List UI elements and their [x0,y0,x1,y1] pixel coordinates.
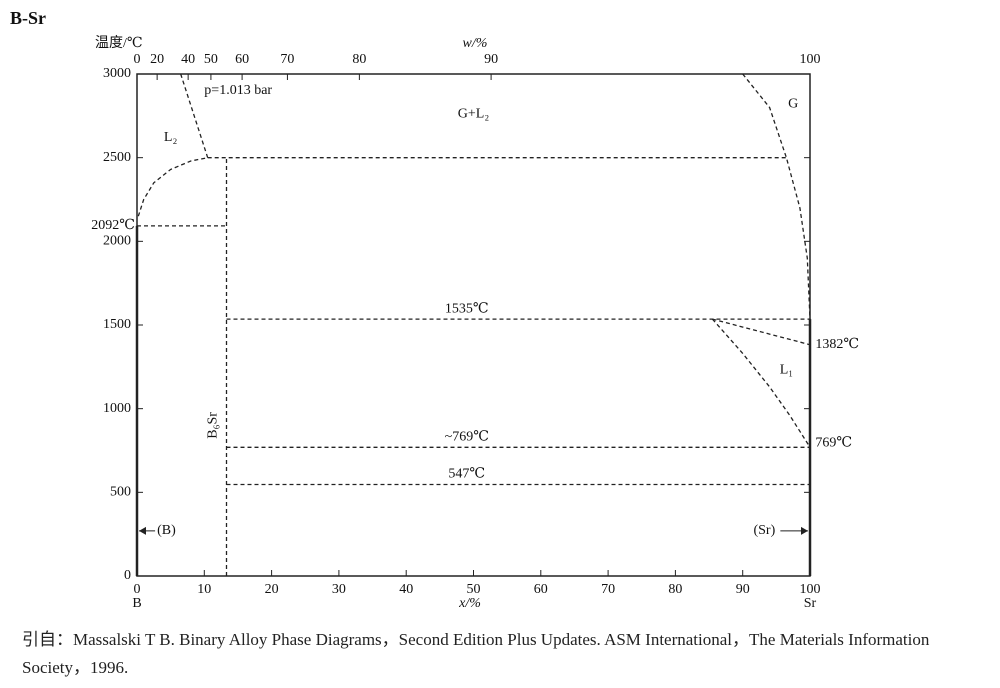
x-tick-label: 60 [534,582,548,597]
x-tick-label: 0 [134,582,141,597]
y-tick-label: 3000 [103,66,131,81]
y-tick-label: 1000 [103,401,131,416]
citation: 引自：Massalski T B. Binary Alloy Phase Dia… [22,630,930,677]
temperature-label: 2092℃ [91,218,135,233]
temperature-label: 547℃ [448,467,485,482]
top-tick-label: 90 [484,52,498,67]
phase-label: G [788,96,798,111]
top-tick-label: 80 [352,52,366,67]
temperature-label: 1535℃ [445,301,489,316]
x-tick-label: 30 [332,582,346,597]
arrow-head [801,526,808,535]
x-tick-label: 90 [736,582,750,597]
x-tick-label: 80 [668,582,682,597]
right-element: Sr [804,596,817,611]
arrow-head [139,526,146,535]
y-tick-label: 2500 [103,150,131,165]
x-axis-label: x/% [458,596,481,611]
temperature-label: 769℃ [815,436,852,451]
x-tick-label: 50 [467,582,481,597]
phase-label: (Sr) [753,523,775,538]
temperature-label: 1382℃ [815,337,859,352]
phase-label: L₂ [164,130,178,145]
phase-boundary [711,318,811,448]
top-tick-label: 50 [204,52,218,67]
chart-title: B-Sr [10,8,46,28]
top-tick-label: 0 [134,52,141,67]
plot-frame [136,73,811,577]
phase-boundary [742,73,811,320]
top-tick-label: 60 [235,52,249,67]
x-tick-label: 100 [800,582,821,597]
top-tick-label: 40 [181,52,195,67]
phase-label: B₆Sr [205,412,220,439]
chart: B-Sr 温度/℃ w/% x/% B Sr 05001000150020002… [10,8,859,611]
temperature-label: ~769℃ [445,430,489,445]
top-tick-label: 20 [150,52,164,67]
y-axis-label: 温度/℃ [95,35,143,51]
x-tick-label: 40 [399,582,413,597]
phase-boundary [137,157,208,217]
y-tick-label: 500 [110,485,131,500]
phase-label: (B) [157,523,176,538]
phase-boundary [712,318,811,346]
top-tick-label: 100 [800,52,821,67]
y-tick-label: 2000 [103,234,131,249]
y-tick-label: 0 [124,568,131,583]
x-tick-label: 10 [197,582,211,597]
top-axis-label: w/% [463,36,488,51]
y-tick-label: 1500 [103,317,131,332]
x-tick-label: 20 [265,582,279,597]
phase-boundary [180,73,209,158]
pressure-label: p=1.013 bar [204,83,272,98]
x-tick-label: 70 [601,582,615,597]
left-element: B [132,596,141,611]
phase-label: L₁ [780,362,793,377]
top-tick-label: 70 [280,52,294,67]
phase-label: G+L₂ [458,106,490,121]
